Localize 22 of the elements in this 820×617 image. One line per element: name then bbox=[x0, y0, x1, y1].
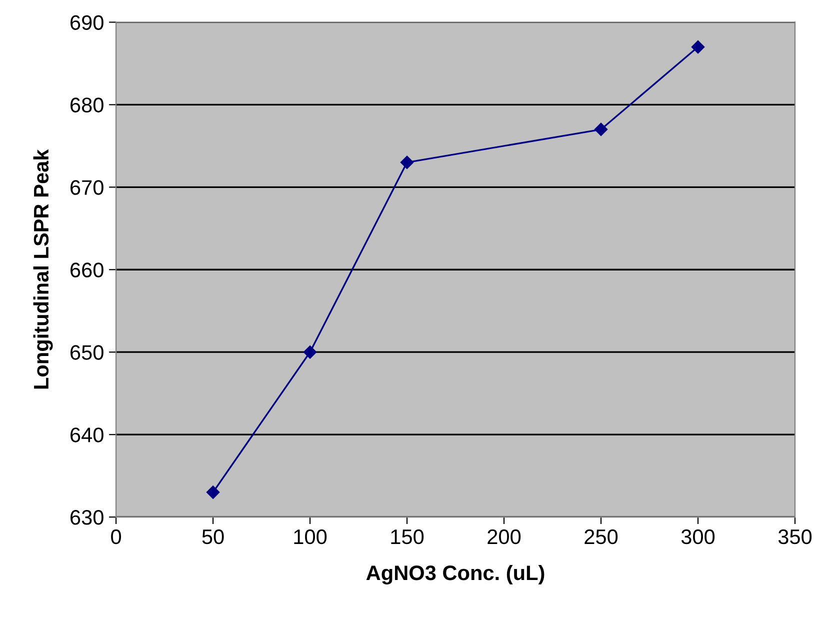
x-axis-title: AgNO3 Conc. (uL) bbox=[366, 564, 544, 584]
y-tick-label: 680 bbox=[70, 98, 104, 112]
x-tick-label: 350 bbox=[778, 529, 812, 544]
point bbox=[303, 346, 317, 359]
point bbox=[206, 486, 220, 499]
y-tick-label: 690 bbox=[70, 15, 104, 30]
point bbox=[594, 122, 608, 136]
x-tick-label: 300 bbox=[681, 529, 715, 544]
point bbox=[691, 40, 705, 54]
x-tick-label: 0 bbox=[111, 529, 122, 544]
x-tick-label: 200 bbox=[488, 529, 521, 544]
x-tick-label: 100 bbox=[294, 529, 327, 544]
y-tick-label: 650 bbox=[70, 345, 104, 360]
y-tick-label: 670 bbox=[70, 180, 104, 195]
y-axis-title: Longitudinal LSPR Peak bbox=[33, 149, 53, 389]
y-tick-label: 630 bbox=[70, 510, 104, 525]
y-tick-label: 660 bbox=[70, 262, 104, 278]
x-tick-label: 150 bbox=[391, 529, 424, 544]
y-tick-label: 640 bbox=[70, 428, 104, 442]
point bbox=[400, 156, 414, 170]
x-tick-label: 50 bbox=[202, 529, 224, 544]
x-tick-label: 250 bbox=[584, 529, 618, 544]
